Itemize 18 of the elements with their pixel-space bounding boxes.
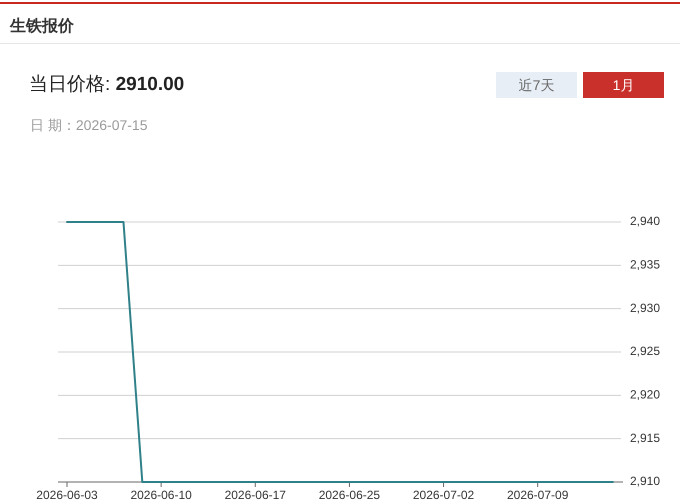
y-tick-label: 2,940 — [630, 214, 660, 228]
x-tick-label: 2026-07-09 — [507, 488, 568, 502]
title: 生铁报价 — [10, 18, 74, 35]
button: 近7天 — [496, 72, 577, 98]
button: 1月 — [583, 72, 664, 98]
y-tick-label: 2,925 — [630, 344, 660, 358]
subtitle: 当日价格: 2910.00 — [29, 74, 184, 95]
y-tick-label: 2,935 — [630, 258, 660, 272]
date-note: 日 期：2026-07-15 — [30, 117, 148, 133]
y-tick-label: 2,930 — [630, 300, 660, 315]
x-tick-label: 2026-07-02 — [412, 488, 474, 502]
x-tick-label: 2026-06-25 — [318, 488, 380, 502]
x-tick-label: 2026-06-10 — [130, 488, 192, 502]
y-tick-label: 2,910 — [630, 474, 660, 488]
y-tick-label: 2,915 — [630, 430, 660, 445]
x-tick-label: 2026-06-17 — [224, 488, 286, 502]
x-tick-label: 2026-06-03 — [36, 488, 98, 502]
y-tick-label: 2,920 — [630, 388, 660, 402]
